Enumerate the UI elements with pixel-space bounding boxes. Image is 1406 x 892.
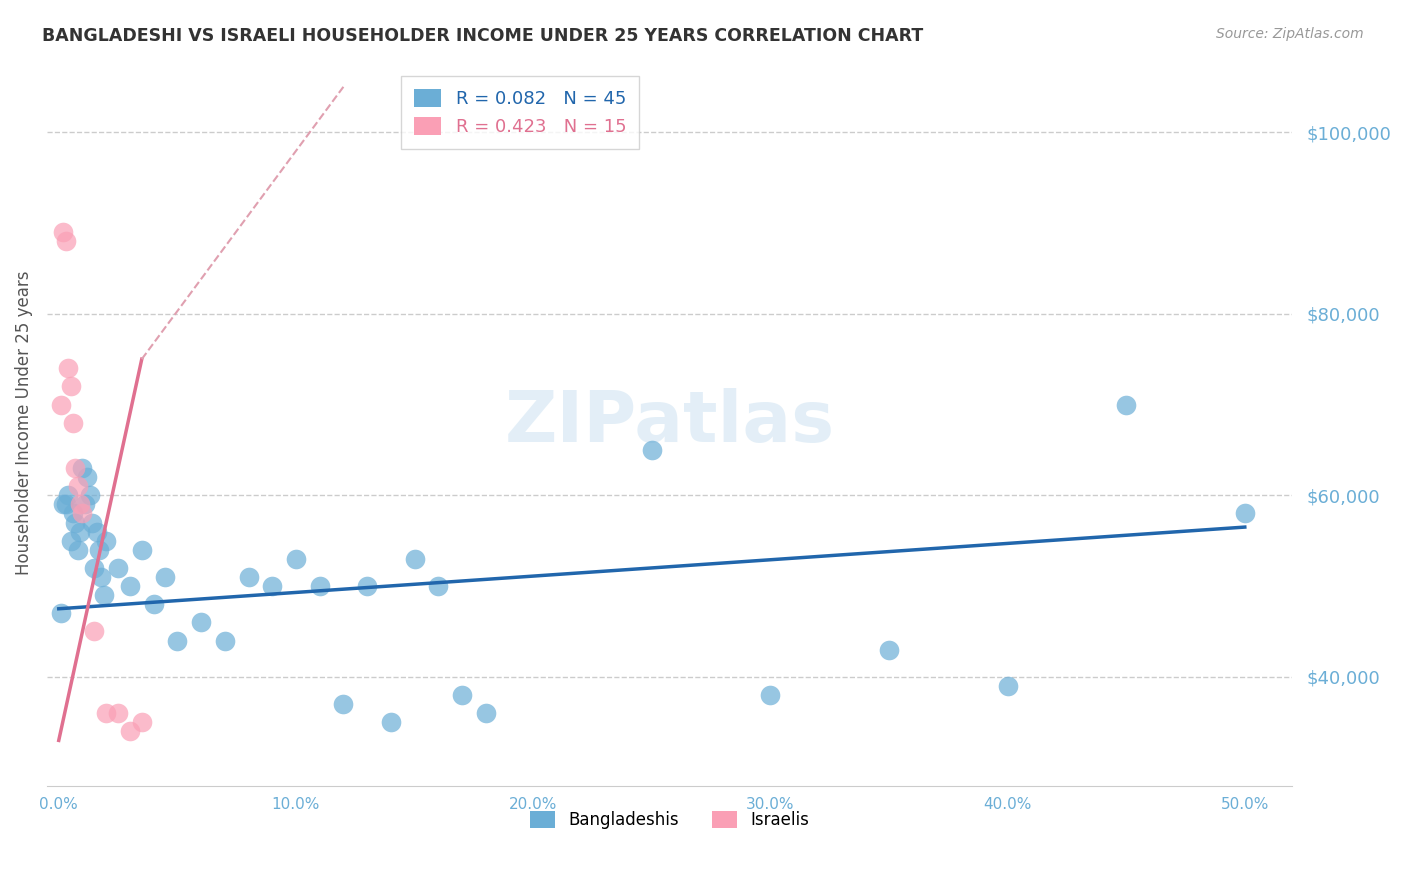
Point	[356, 579, 378, 593]
Point	[55, 234, 77, 248]
Point	[427, 579, 450, 593]
Point	[997, 679, 1019, 693]
Point	[86, 524, 108, 539]
Point	[72, 461, 94, 475]
Text: ZIPatlas: ZIPatlas	[505, 388, 835, 458]
Point	[93, 588, 115, 602]
Point	[759, 688, 782, 702]
Point	[308, 579, 330, 593]
Point	[474, 706, 496, 721]
Point	[96, 533, 118, 548]
Point	[58, 488, 80, 502]
Point	[214, 633, 236, 648]
Point	[131, 715, 153, 730]
Text: BANGLADESHI VS ISRAELI HOUSEHOLDER INCOME UNDER 25 YEARS CORRELATION CHART: BANGLADESHI VS ISRAELI HOUSEHOLDER INCOM…	[42, 27, 924, 45]
Y-axis label: Householder Income Under 25 years: Householder Income Under 25 years	[15, 270, 32, 575]
Point	[155, 570, 177, 584]
Point	[87, 542, 110, 557]
Point	[1115, 398, 1137, 412]
Point	[107, 561, 129, 575]
Point	[380, 715, 402, 730]
Point	[72, 507, 94, 521]
Point	[96, 706, 118, 721]
Point	[118, 724, 141, 739]
Point	[332, 697, 354, 711]
Point	[107, 706, 129, 721]
Point	[69, 524, 91, 539]
Point	[55, 497, 77, 511]
Point	[451, 688, 474, 702]
Point	[66, 542, 89, 557]
Point	[190, 615, 212, 630]
Point	[877, 642, 900, 657]
Point	[52, 497, 75, 511]
Text: Source: ZipAtlas.com: Source: ZipAtlas.com	[1216, 27, 1364, 41]
Point	[49, 398, 72, 412]
Point	[59, 379, 82, 393]
Point	[58, 361, 80, 376]
Point	[404, 552, 426, 566]
Point	[83, 561, 105, 575]
Point	[131, 542, 153, 557]
Point	[1233, 507, 1256, 521]
Point	[62, 416, 84, 430]
Point	[76, 470, 98, 484]
Point	[79, 488, 101, 502]
Point	[73, 497, 96, 511]
Point	[62, 507, 84, 521]
Point	[69, 497, 91, 511]
Point	[166, 633, 188, 648]
Point	[80, 516, 103, 530]
Point	[284, 552, 307, 566]
Point	[142, 597, 165, 611]
Legend: Bangladeshis, Israelis: Bangladeshis, Israelis	[523, 804, 815, 836]
Point	[52, 225, 75, 239]
Point	[65, 461, 87, 475]
Point	[262, 579, 284, 593]
Point	[59, 533, 82, 548]
Point	[238, 570, 260, 584]
Point	[66, 479, 89, 493]
Point	[90, 570, 112, 584]
Point	[641, 442, 664, 457]
Point	[65, 516, 87, 530]
Point	[83, 624, 105, 639]
Point	[118, 579, 141, 593]
Point	[49, 607, 72, 621]
